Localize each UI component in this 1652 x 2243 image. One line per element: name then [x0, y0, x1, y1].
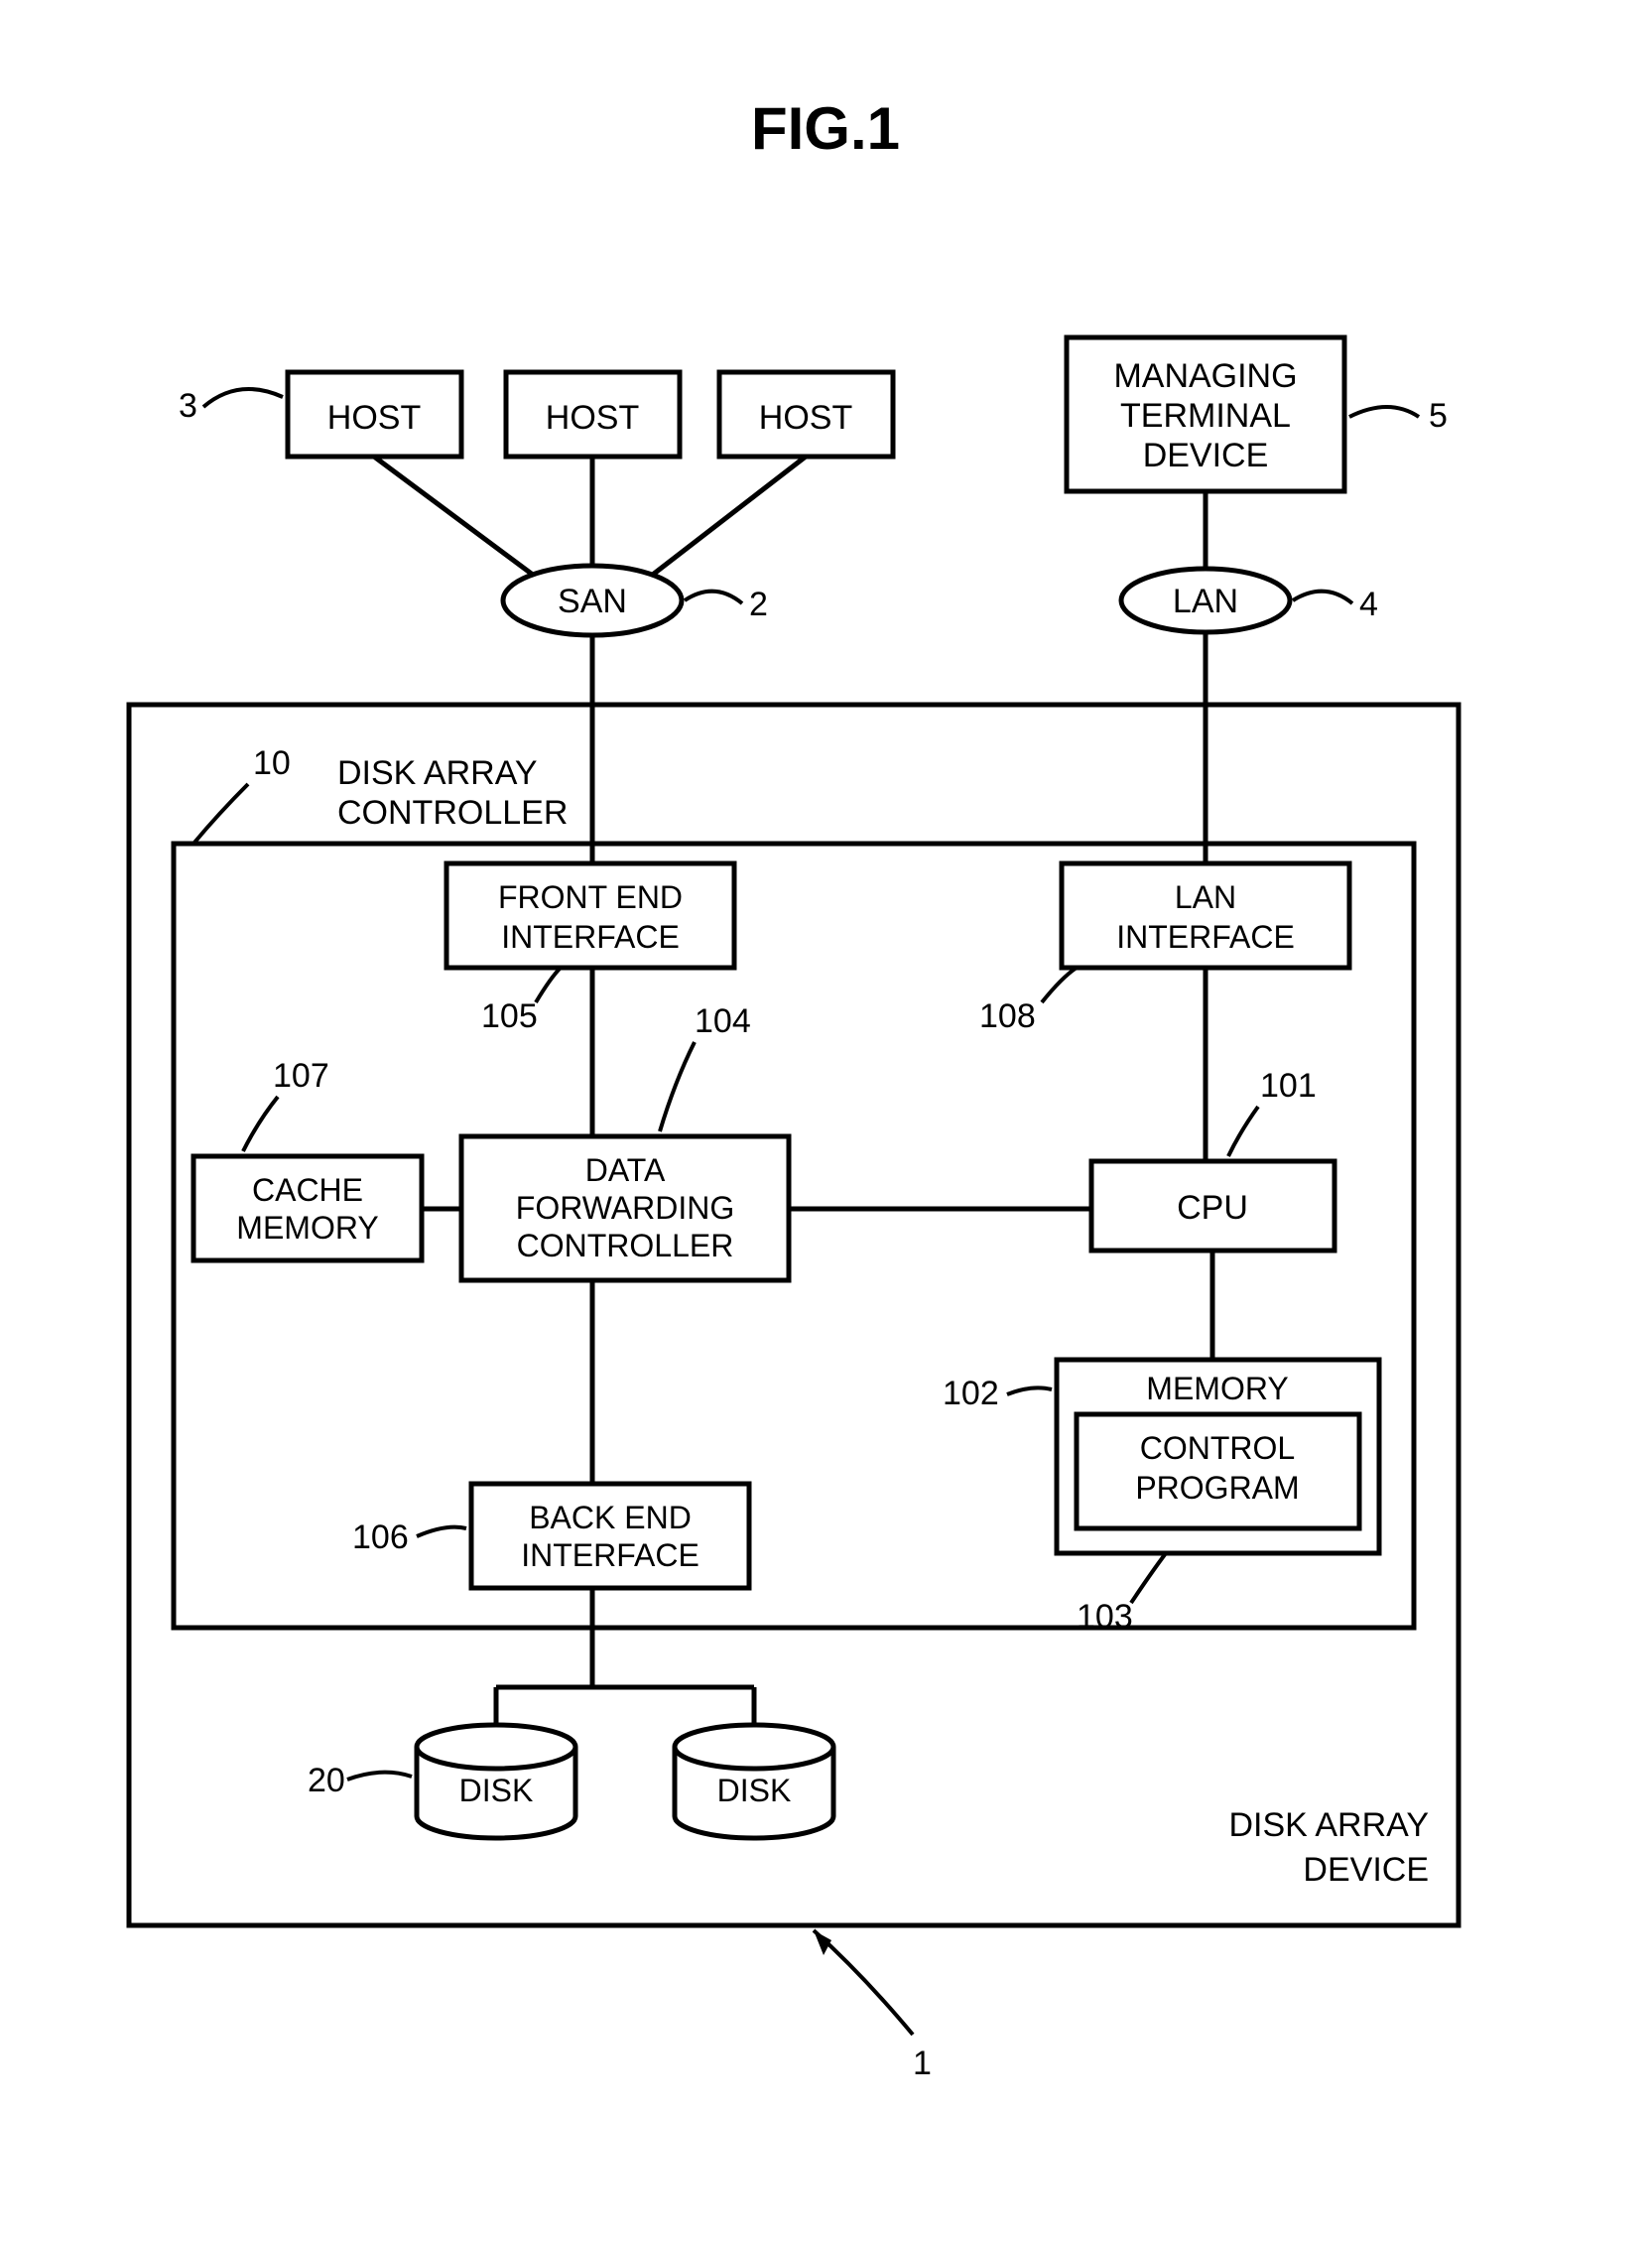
host-label-2: HOST: [546, 399, 639, 437]
mgmt-l1: MANAGING: [1113, 357, 1297, 395]
dfc-l2: FORWARDING: [516, 1190, 734, 1226]
host-label-3: HOST: [759, 399, 852, 437]
host-box-2: HOST: [506, 372, 680, 457]
lead-102: [1007, 1387, 1052, 1394]
lead-108: [1042, 968, 1077, 1002]
host-box-3: HOST: [719, 372, 893, 457]
lan-label: LAN: [1173, 583, 1238, 620]
ref-4: 4: [1359, 586, 1378, 623]
memory-label: MEMORY: [1146, 1371, 1288, 1406]
lead-103: [1131, 1553, 1166, 1603]
disk2-label: DISK: [717, 1773, 792, 1808]
lead-101: [1228, 1107, 1258, 1156]
ref-102: 102: [943, 1375, 999, 1412]
ref-103: 103: [1077, 1598, 1133, 1636]
ref-3: 3: [179, 387, 197, 425]
line-host1-san: [374, 457, 541, 581]
host-label-1: HOST: [327, 399, 421, 437]
be-l1: BACK END: [529, 1500, 692, 1535]
host-box-1: HOST: [288, 372, 461, 457]
ref-105: 105: [481, 997, 538, 1035]
lead-4: [1293, 592, 1352, 603]
ref-2: 2: [749, 586, 768, 623]
lead-105: [536, 968, 561, 1002]
cp-l2: PROGRAM: [1135, 1470, 1299, 1506]
cache-l1: CACHE: [252, 1172, 363, 1208]
fe-l1: FRONT END: [498, 879, 683, 915]
ref-107: 107: [273, 1057, 329, 1095]
managing-terminal-box: MANAGING TERMINAL DEVICE: [1067, 337, 1344, 491]
ref-104: 104: [695, 1002, 751, 1040]
ref-1: 1: [913, 2045, 932, 2082]
cp-l1: CONTROL: [1140, 1430, 1295, 1466]
memory-box: MEMORY CONTROL PROGRAM: [1057, 1360, 1379, 1553]
ref-106: 106: [352, 1518, 409, 1556]
ref-10: 10: [253, 744, 291, 782]
disk-2: DISK: [675, 1725, 833, 1838]
mgmt-l3: DEVICE: [1143, 437, 1269, 474]
dfc-l1: DATA: [585, 1152, 666, 1188]
be-l2: INTERFACE: [521, 1537, 699, 1573]
cache-memory-box: CACHE MEMORY: [193, 1156, 422, 1260]
lead-3: [203, 389, 283, 407]
mgmt-l2: TERMINAL: [1120, 397, 1291, 435]
ref-5: 5: [1429, 397, 1448, 435]
disk-1: DISK: [417, 1725, 575, 1838]
line-host3-san: [645, 457, 806, 581]
lead-10: [193, 784, 248, 844]
san-label: SAN: [558, 583, 627, 620]
cache-l2: MEMORY: [236, 1210, 378, 1246]
dfc-box: DATA FORWARDING CONTROLLER: [461, 1136, 789, 1280]
device-l2: DEVICE: [1303, 1851, 1429, 1889]
controller-l2: CONTROLLER: [337, 794, 568, 832]
figure-title: FIG.1: [751, 95, 900, 162]
device-l1: DISK ARRAY: [1228, 1806, 1429, 1844]
ref-101: 101: [1260, 1067, 1317, 1105]
controller-l1: DISK ARRAY: [337, 754, 538, 792]
back-end-box: BACK END INTERFACE: [471, 1484, 749, 1588]
ref-108: 108: [979, 997, 1036, 1035]
fe-l2: INTERFACE: [501, 919, 680, 955]
lead-5: [1349, 407, 1419, 417]
lead-104: [660, 1042, 695, 1131]
ref-20: 20: [308, 1762, 345, 1799]
cpu-box: CPU: [1091, 1161, 1334, 1251]
san-node: SAN: [503, 566, 682, 635]
lanif-l1: LAN: [1175, 879, 1236, 915]
lead-20: [347, 1773, 412, 1780]
lead-107: [243, 1097, 278, 1151]
front-end-box: FRONT END INTERFACE: [446, 863, 734, 968]
dfc-l3: CONTROLLER: [517, 1228, 734, 1263]
lead-1-arrow: [814, 1930, 831, 1955]
lead-106: [417, 1527, 466, 1536]
figure-diagram: FIG.1 HOST HOST HOST 3 MANAGING TERMINAL…: [0, 0, 1652, 2243]
lanif-l2: INTERFACE: [1116, 919, 1295, 955]
lead-1: [814, 1930, 913, 2035]
disk1-label: DISK: [459, 1773, 534, 1808]
lan-node: LAN: [1121, 569, 1290, 632]
cpu-label: CPU: [1177, 1189, 1248, 1227]
lead-2: [685, 592, 742, 603]
lan-interface-box: LAN INTERFACE: [1062, 863, 1349, 968]
